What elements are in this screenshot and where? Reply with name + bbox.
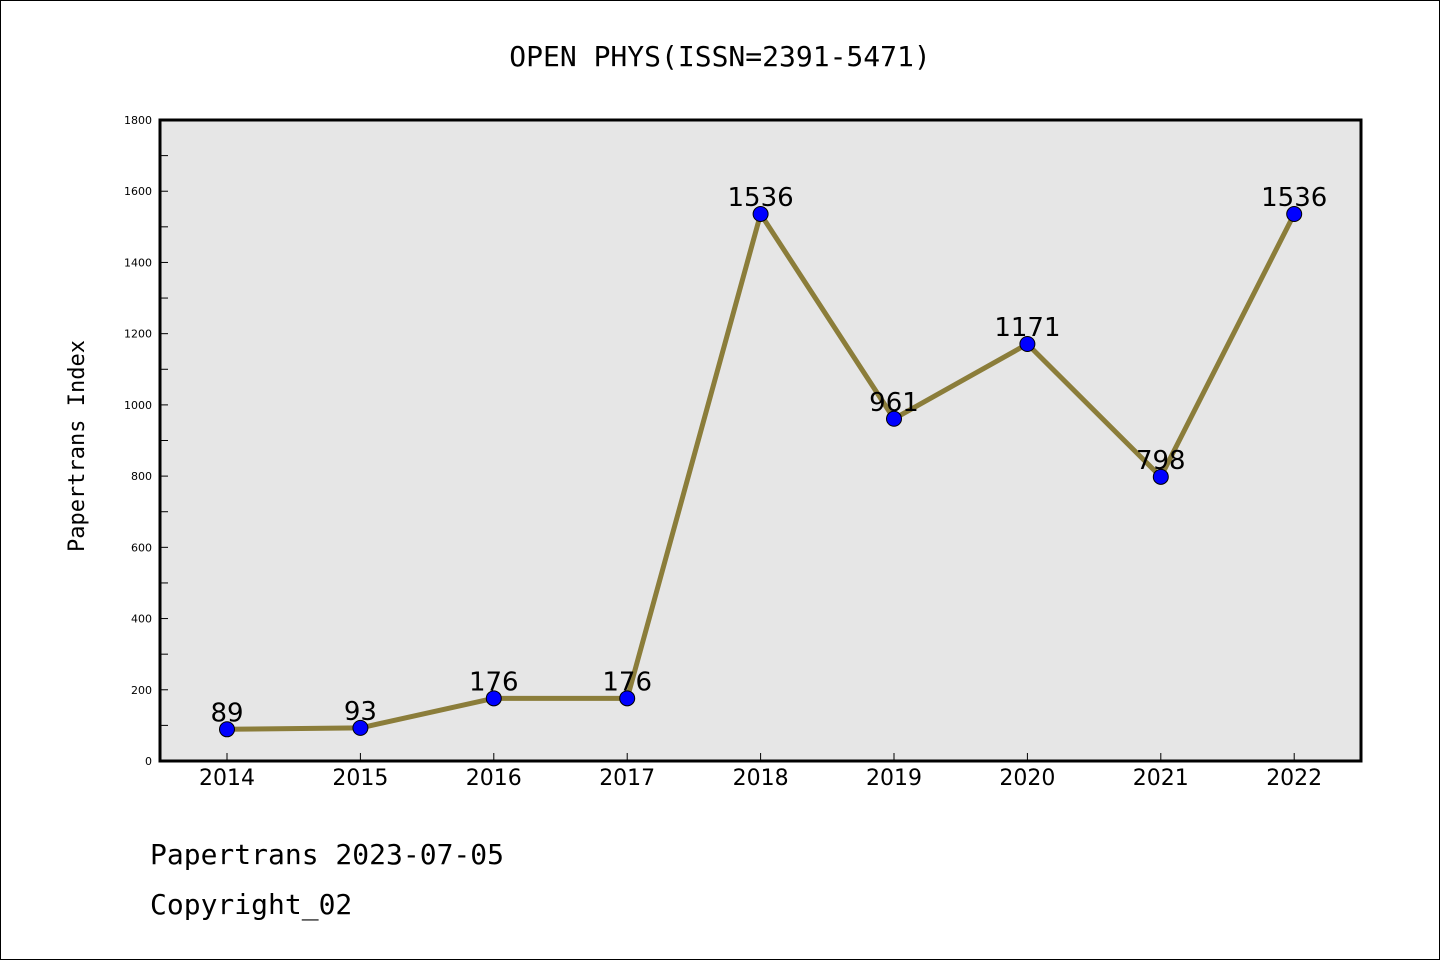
x-tick-label: 2017 <box>599 766 655 791</box>
x-tick-label: 2020 <box>999 766 1055 791</box>
data-label: 93 <box>344 697 377 727</box>
x-axis: 2014 2015 2016 2017 2018 2019 2020 2021 2022 <box>199 753 1322 791</box>
data-point <box>219 721 235 738</box>
data-point <box>1019 335 1036 352</box>
y-tick-label: 400 <box>131 613 152 626</box>
y-tick-label: 1000 <box>124 399 152 412</box>
y-tick-label: 1400 <box>124 256 152 269</box>
x-tick-label: 2015 <box>332 766 388 791</box>
data-label: 176 <box>469 667 519 697</box>
x-tick-label: 2016 <box>466 766 522 791</box>
footer-date-line: Papertrans 2023-07-05 <box>150 838 504 871</box>
x-tick-label: 2022 <box>1266 766 1322 791</box>
data-point <box>1286 206 1303 223</box>
data-point <box>352 719 369 736</box>
data-label: 1536 <box>1261 183 1327 213</box>
data-point <box>886 410 902 427</box>
chart-title: OPEN PHYS(ISSN=2391-5471) <box>509 40 930 73</box>
data-label: 89 <box>210 698 243 728</box>
data-label: 1536 <box>728 183 794 213</box>
x-tick-label: 2019 <box>866 766 922 791</box>
y-tick-label: 1800 <box>124 114 152 127</box>
data-label: 1171 <box>994 313 1060 343</box>
data-label: 176 <box>602 667 652 697</box>
y-tick-label: 0 <box>145 755 152 768</box>
y-tick-label: 600 <box>131 541 152 554</box>
x-tick-label: 2021 <box>1133 766 1189 791</box>
y-tick-label: 1600 <box>124 185 152 198</box>
data-point <box>485 690 502 707</box>
y-tick-label: 1200 <box>124 328 152 341</box>
data-point <box>1152 468 1169 485</box>
data-point <box>619 690 636 707</box>
data-label: 798 <box>1136 446 1186 476</box>
data-point <box>752 206 769 223</box>
y-tick-label: 200 <box>131 684 152 697</box>
y-axis-label: Papertrans Index <box>65 340 90 552</box>
plot-area <box>158 118 1363 763</box>
y-axis: 0 200 400 600 800 1000 1200 1400 1600 1800 <box>124 114 168 768</box>
data-labels: 89 93 176 176 1536 961 1171 798 1536 <box>210 183 1327 728</box>
footer-copyright-line: Copyright_02 <box>150 888 352 922</box>
series-layer <box>219 206 1303 738</box>
data-label: 961 <box>869 388 919 418</box>
x-tick-label: 2014 <box>199 766 255 791</box>
y-tick-label: 800 <box>131 470 152 483</box>
x-tick-label: 2018 <box>733 766 789 791</box>
